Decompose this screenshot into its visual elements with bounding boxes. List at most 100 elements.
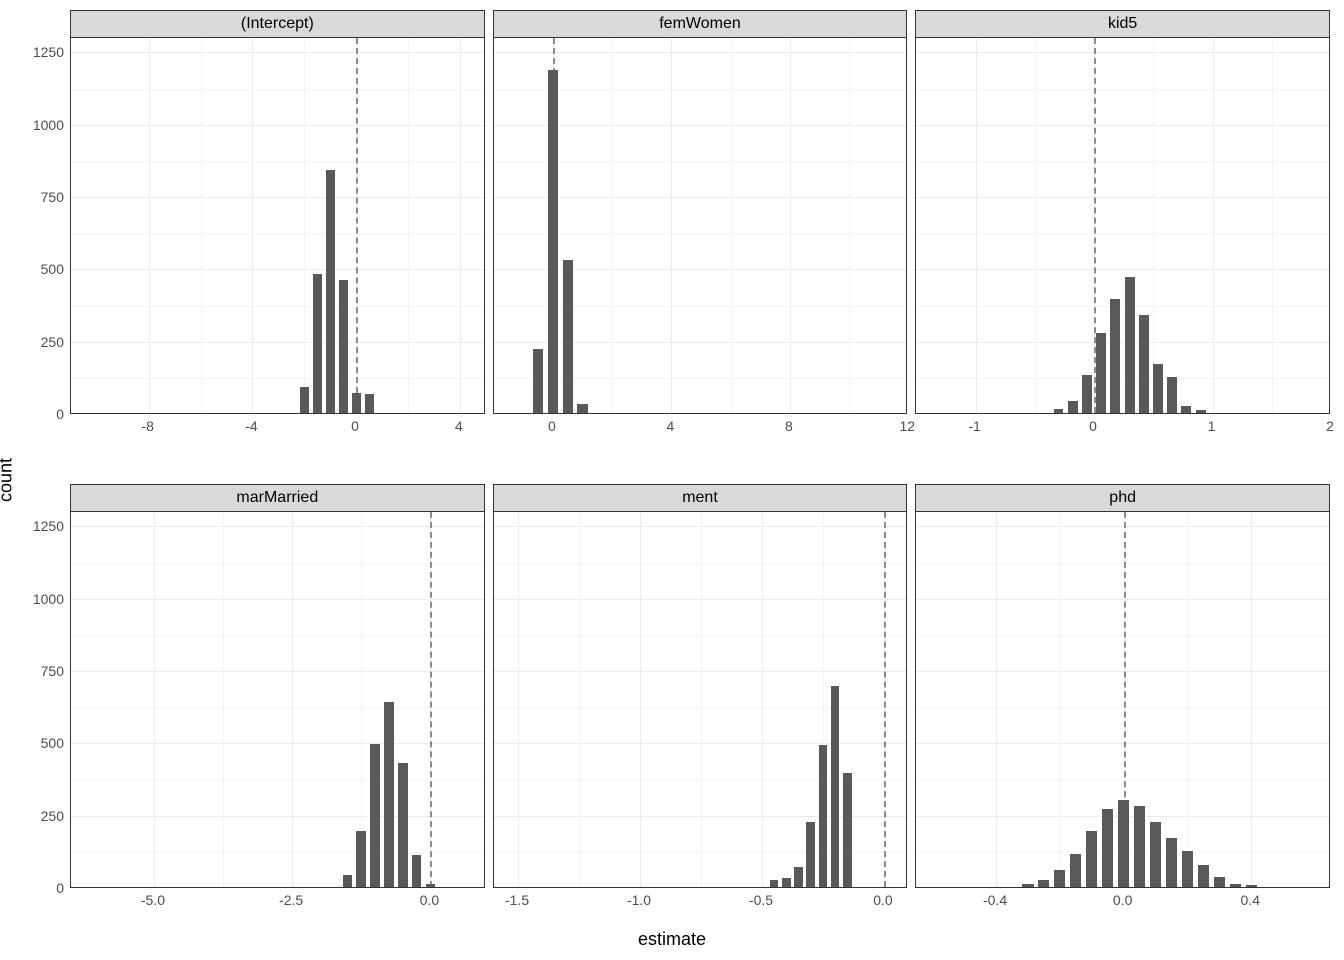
- y-tick-label: 1250: [4, 44, 70, 60]
- histogram-bar: [782, 878, 791, 887]
- gridline-y-minor: [916, 563, 1329, 564]
- gridline-y: [71, 816, 484, 817]
- gridline-y-minor: [916, 635, 1329, 636]
- gridline-y: [916, 125, 1329, 126]
- gridline-y: [916, 269, 1329, 270]
- figure: count estimate (Intercept)02505007501000…: [0, 0, 1344, 960]
- gridline-y-minor: [916, 89, 1329, 90]
- gridline-y: [71, 197, 484, 198]
- histogram-bar: [384, 702, 394, 887]
- y-tick-label: 750: [4, 189, 70, 205]
- gridline-y: [71, 342, 484, 343]
- facet-strip: ment: [493, 484, 908, 512]
- histogram-bar: [831, 686, 840, 887]
- y-tick-label: 0: [4, 406, 70, 422]
- gridline-x: [762, 512, 763, 887]
- gridline-x: [996, 512, 997, 887]
- histogram-bar: [352, 393, 361, 413]
- histogram-bar: [343, 875, 353, 887]
- gridline-x-minor: [201, 38, 202, 413]
- histogram-bar: [843, 773, 852, 887]
- gridline-y-minor: [71, 780, 484, 781]
- gridline-x-minor: [849, 38, 850, 413]
- gridline-x: [884, 512, 885, 887]
- histogram-bar: [1125, 277, 1135, 413]
- gridline-x-minor: [1153, 38, 1154, 413]
- histogram-bar: [548, 70, 558, 413]
- histogram-bar: [1182, 851, 1193, 887]
- x-axis-title: estimate: [638, 929, 706, 950]
- gridline-y: [494, 671, 907, 672]
- histogram-bar: [1153, 364, 1163, 413]
- gridline-x: [1094, 38, 1095, 413]
- gridline-x-minor: [731, 38, 732, 413]
- histogram-bar: [426, 884, 436, 887]
- gridline-y: [71, 599, 484, 600]
- plot-area: [70, 38, 485, 414]
- gridline-y: [916, 743, 1329, 744]
- histogram-bar: [1134, 806, 1145, 887]
- x-tick-label: -2.5: [279, 888, 303, 908]
- gridline-x: [292, 512, 293, 887]
- histogram-bar: [1102, 809, 1113, 887]
- gridline-x: [356, 38, 357, 413]
- y-tick-label: 750: [4, 663, 70, 679]
- histogram-bar: [398, 763, 408, 887]
- plot-area: [70, 512, 485, 888]
- gridline-y-minor: [916, 780, 1329, 781]
- histogram-bar: [533, 349, 543, 413]
- gridline-x: [149, 38, 150, 413]
- facet-panel: marMarried025050075010001250-5.0-2.50.0: [70, 484, 485, 888]
- y-tick-label: 1000: [4, 591, 70, 607]
- histogram-bar: [1096, 333, 1106, 413]
- gridline-y-minor: [494, 707, 907, 708]
- gridline-x: [640, 512, 641, 887]
- gridline-x-minor: [612, 38, 613, 413]
- gridline-y-minor: [916, 161, 1329, 162]
- gridline-y-minor: [916, 306, 1329, 307]
- histogram-bar: [1038, 880, 1049, 887]
- histogram-bar: [1139, 315, 1149, 413]
- histogram-bar: [1198, 865, 1209, 887]
- plot-area: [915, 38, 1330, 414]
- facet-grid: (Intercept)025050075010001250-8-404femWo…: [70, 10, 1330, 906]
- x-tick-label: 2: [1326, 414, 1334, 434]
- gridline-y-minor: [916, 233, 1329, 234]
- plot-area: [915, 512, 1330, 888]
- x-tick-label: 12: [900, 414, 916, 434]
- gridline-y: [916, 671, 1329, 672]
- histogram-bar: [356, 831, 366, 887]
- x-tick-label: 0.0: [420, 888, 439, 908]
- histogram-bar: [563, 260, 573, 413]
- gridline-y-minor: [71, 306, 484, 307]
- gridline-x: [252, 38, 253, 413]
- x-tick-label: -1: [968, 414, 980, 434]
- facet-panel: phd-0.40.00.4: [915, 484, 1330, 888]
- gridline-x: [790, 38, 791, 413]
- x-tick-label: -1.5: [505, 888, 529, 908]
- histogram-bar: [1214, 877, 1225, 887]
- histogram-bar: [1082, 375, 1092, 413]
- histogram-bar: [1230, 884, 1241, 887]
- gridline-y-minor: [494, 563, 907, 564]
- x-tick-label: -8: [142, 414, 154, 434]
- gridline-y-minor: [494, 635, 907, 636]
- gridline-x-minor: [1035, 38, 1036, 413]
- gridline-x: [976, 38, 977, 413]
- y-tick-label: 250: [4, 808, 70, 824]
- gridline-y: [71, 125, 484, 126]
- histogram-bar: [806, 822, 815, 887]
- gridline-y: [494, 743, 907, 744]
- gridline-x: [518, 512, 519, 887]
- gridline-y: [494, 599, 907, 600]
- gridline-y: [71, 52, 484, 53]
- gridline-x-minor: [1060, 512, 1061, 887]
- gridline-y-minor: [71, 852, 484, 853]
- histogram-bar: [1022, 884, 1033, 887]
- gridline-x: [154, 512, 155, 887]
- facet-strip: kid5: [915, 10, 1330, 38]
- gridline-y-minor: [916, 378, 1329, 379]
- facet-strip: phd: [915, 484, 1330, 512]
- gridline-y-minor: [71, 707, 484, 708]
- y-tick-label: 1000: [4, 117, 70, 133]
